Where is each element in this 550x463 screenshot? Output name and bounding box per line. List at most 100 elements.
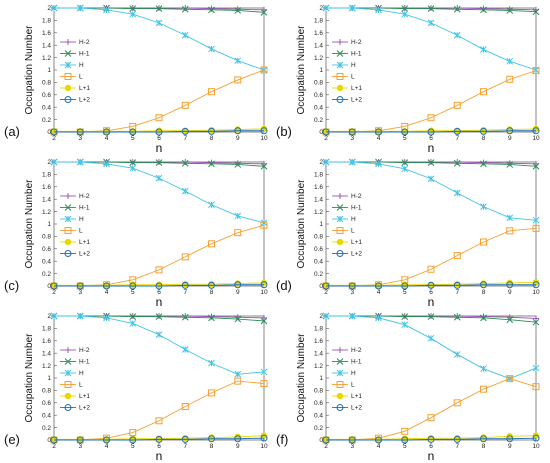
y-tick-label: 1.2 (42, 55, 51, 62)
data-point-lplus2 (50, 436, 58, 444)
y-tick-label: 2 (47, 313, 51, 320)
x-tick-label: 6 (157, 135, 161, 142)
x-tick-label: 8 (482, 443, 486, 450)
data-point-h-2 (182, 5, 189, 11)
x-axis-label: n (156, 295, 163, 309)
legend-entry-label: L+2 (351, 251, 362, 258)
data-point-h (129, 10, 137, 18)
x-tick-label: 10 (532, 443, 540, 450)
legend-entry-label: L+1 (351, 393, 362, 400)
y-tick-label: 1.4 (314, 350, 323, 357)
data-point-h-1 (506, 161, 514, 168)
legend-marker-icon (64, 50, 72, 57)
series-line-lplus2 (54, 130, 264, 133)
data-point-h-1 (401, 5, 409, 12)
data-point-l (453, 399, 461, 407)
y-tick-label: 0.8 (42, 234, 51, 241)
y-tick-label: 1.6 (42, 338, 51, 345)
data-point-h (401, 165, 409, 173)
data-point-l (208, 88, 215, 96)
data-point-lplus2 (480, 127, 487, 135)
data-point-lplus2 (453, 127, 461, 135)
chart-panel: 0 0.2 0.4 0.6 0.8 1 1.2 1.4 1.6 1.8 2 2 3 4 5 6 7 8 9 10 n Oc… (276, 312, 540, 463)
legend-entry-label: H-1 (79, 51, 90, 58)
data-point-l (181, 253, 189, 261)
data-point-l (181, 101, 189, 109)
data-point-h-1 (181, 5, 189, 13)
legend-entry-label: L+1 (351, 85, 362, 92)
x-tick-label: 9 (236, 135, 240, 142)
data-point-h (453, 189, 461, 197)
data-point-h-1 (480, 160, 487, 168)
data-point-h-2 (234, 160, 241, 167)
data-point-h-2 (182, 159, 189, 165)
data-point-h-2 (454, 5, 461, 11)
legend-marker-icon (336, 369, 344, 377)
data-point-l (208, 240, 215, 248)
legend-entry-label: H-1 (351, 205, 362, 212)
data-point-h (375, 6, 382, 14)
data-point-l (260, 66, 268, 74)
y-tick-label: 1 (319, 67, 323, 74)
y-axis-label: Occupation Number (24, 333, 35, 423)
x-tick-label: 9 (236, 443, 240, 450)
legend-marker-icon (64, 250, 72, 257)
data-point-h-1 (260, 317, 268, 325)
x-axis-label: n (156, 141, 163, 155)
x-tick-label: 2 (52, 135, 56, 142)
y-tick-label: 0 (319, 283, 323, 290)
data-point-l (506, 75, 514, 83)
data-point-h (260, 219, 268, 227)
data-point-lplus2 (234, 281, 242, 289)
x-tick-label: 10 (532, 135, 540, 142)
plot-frame (53, 161, 265, 287)
legend-marker-icon (337, 39, 343, 45)
data-point-lplus2 (401, 436, 409, 444)
data-point-h (322, 158, 330, 166)
y-tick-label: 0.8 (314, 388, 323, 395)
data-point-h-1 (155, 5, 163, 12)
data-point-l (427, 414, 435, 422)
x-tick-label: 5 (131, 135, 135, 142)
data-point-h-2 (182, 313, 189, 319)
data-point-lplus2 (480, 435, 487, 443)
data-point-h-1 (453, 5, 461, 13)
y-tick-label: 0.4 (314, 104, 323, 111)
x-axis-label: n (428, 141, 435, 155)
legend-entry-label: H-2 (351, 193, 362, 200)
y-axis-label: Occupation Number (24, 25, 35, 115)
legend-marker-icon (64, 227, 72, 234)
data-point-l (427, 265, 435, 273)
legend-entry-label: H-2 (79, 347, 90, 354)
x-tick-label: 8 (210, 443, 214, 450)
data-point-lplus2 (322, 282, 330, 290)
data-point-h-1 (208, 160, 215, 168)
data-point-h (181, 187, 189, 195)
y-axis-label: Occupation Number (296, 333, 307, 423)
legend-entry-label: L (79, 228, 83, 235)
data-point-h-2 (506, 6, 513, 13)
x-tick-label: 10 (260, 135, 268, 142)
data-point-h (506, 57, 514, 65)
y-tick-label: 0.2 (42, 117, 51, 124)
x-tick-label: 2 (324, 443, 328, 450)
series-line-lplus2 (54, 437, 265, 441)
data-point-lplus2 (155, 435, 163, 443)
legend-marker-icon (64, 73, 72, 80)
data-point-lplus2 (375, 282, 382, 290)
x-tick-label: 2 (324, 289, 328, 296)
legend-marker-icon (336, 50, 344, 57)
legend-marker-icon (337, 193, 343, 199)
data-point-h (76, 312, 84, 320)
y-tick-label: 0 (47, 283, 51, 290)
legend-entry-label: L+2 (351, 405, 362, 412)
y-tick-label: 1.4 (42, 350, 51, 357)
x-tick-label: 8 (210, 289, 214, 296)
data-point-l (506, 375, 514, 383)
y-tick-label: 2 (47, 5, 51, 12)
data-point-h-1 (155, 159, 163, 166)
y-tick-label: 1.6 (42, 30, 51, 37)
y-tick-label: 0.6 (42, 246, 51, 253)
legend-entry-label: H (351, 216, 356, 223)
legend-marker-icon (336, 250, 344, 257)
